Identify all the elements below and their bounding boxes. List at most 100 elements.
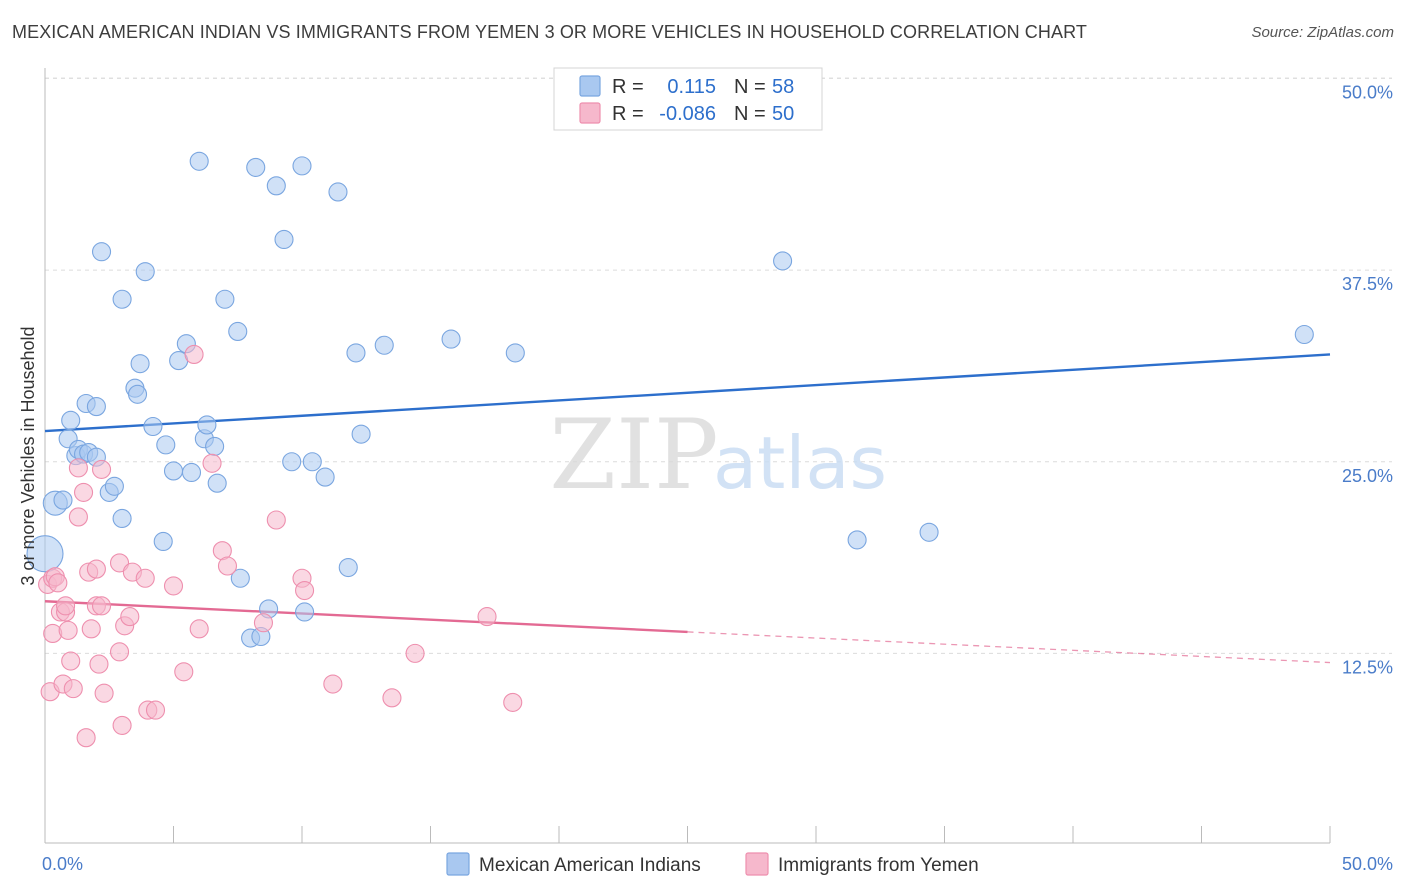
point-mexican-american-indians	[282, 452, 302, 472]
data-points	[26, 151, 1314, 748]
watermark-zip: ZIP	[549, 399, 718, 511]
y-tick-label: 12.5%	[1342, 657, 1393, 677]
source-label: Source: ZipAtlas.com	[1251, 24, 1394, 41]
point-mexican-american-indians	[112, 289, 132, 309]
point-mexican-american-indians	[163, 461, 184, 481]
point-immigrants-from-yemen	[477, 607, 497, 627]
y-tick-label: 50.0%	[1342, 83, 1393, 103]
point-mexican-american-indians	[266, 176, 286, 196]
point-immigrants-from-yemen	[253, 613, 274, 633]
point-mexican-american-indians	[130, 354, 150, 374]
axes-layer	[44, 68, 1331, 844]
chart-title: MEXICAN AMERICAN INDIAN VS IMMIGRANTS FR…	[12, 22, 1087, 42]
legend-swatch-blue	[579, 75, 601, 97]
point-immigrants-from-yemen	[184, 344, 204, 364]
point-immigrants-from-yemen	[48, 573, 68, 593]
y-tick-label: 25.0%	[1342, 466, 1393, 486]
point-mexican-american-indians	[847, 530, 867, 550]
point-immigrants-from-yemen	[76, 728, 96, 748]
point-immigrants-from-yemen	[503, 692, 523, 712]
point-immigrants-from-yemen	[94, 683, 114, 703]
legend-n-label: N =	[734, 76, 766, 98]
point-mexican-american-indians	[61, 410, 81, 430]
x-tick-label: 50.0%	[1342, 854, 1393, 874]
y-axis-title: 3 or more Vehicles in Household	[18, 326, 38, 585]
point-mexican-american-indians	[143, 416, 163, 437]
point-immigrants-from-yemen	[120, 607, 140, 627]
point-mexican-american-indians	[53, 490, 73, 510]
point-immigrants-from-yemen	[68, 507, 88, 527]
point-mexican-american-indians	[1294, 324, 1314, 345]
watermark-atlas: atlas	[713, 421, 887, 505]
point-mexican-american-indians	[374, 335, 394, 355]
point-mexican-american-indians	[135, 262, 155, 282]
legend-r-value-pink: -0.086	[659, 103, 716, 125]
point-mexican-american-indians	[181, 462, 202, 483]
legend-r-value-blue: 0.115	[667, 76, 716, 98]
trend-line-blue	[44, 353, 1331, 433]
point-mexican-american-indians	[127, 384, 148, 404]
bottom-legend-swatch-pink	[745, 852, 769, 876]
legend-n-value-blue: 58	[772, 76, 794, 98]
point-mexican-american-indians	[86, 397, 106, 417]
point-mexican-american-indians	[328, 182, 348, 202]
point-mexican-american-indians	[205, 436, 225, 456]
point-mexican-american-indians	[505, 343, 525, 363]
point-mexican-american-indians	[302, 452, 322, 472]
bottom-legend-swatch-blue	[446, 852, 470, 876]
point-immigrants-from-yemen	[174, 662, 194, 682]
point-mexican-american-indians	[295, 602, 315, 622]
point-immigrants-from-yemen	[295, 580, 315, 601]
point-immigrants-from-yemen	[163, 576, 184, 596]
point-immigrants-from-yemen	[58, 620, 78, 640]
point-mexican-american-indians	[441, 329, 461, 349]
point-mexican-american-indians	[246, 157, 266, 177]
y-tick-label: 37.5%	[1342, 274, 1393, 294]
point-mexican-american-indians	[189, 151, 209, 171]
point-immigrants-from-yemen	[382, 688, 402, 708]
point-immigrants-from-yemen	[405, 643, 425, 663]
point-mexican-american-indians	[228, 321, 248, 341]
point-mexican-american-indians	[773, 251, 793, 271]
bottom-legend-label-pink: Immigrants from Yemen	[778, 855, 979, 876]
x-tick-label: 0.0%	[42, 854, 83, 874]
trend-line-pink-extrapolated	[687, 631, 1331, 664]
point-immigrants-from-yemen	[189, 619, 209, 639]
point-immigrants-from-yemen	[323, 674, 343, 694]
point-mexican-american-indians	[26, 535, 64, 573]
point-immigrants-from-yemen	[61, 651, 81, 671]
trend-lines	[44, 353, 1331, 664]
point-immigrants-from-yemen	[91, 459, 112, 479]
point-mexican-american-indians	[153, 531, 173, 552]
point-mexican-american-indians	[156, 435, 176, 455]
point-immigrants-from-yemen	[74, 482, 94, 502]
point-immigrants-from-yemen	[109, 553, 130, 573]
legend-r-label: R =	[612, 76, 644, 98]
point-immigrants-from-yemen	[266, 510, 286, 530]
point-mexican-american-indians	[91, 242, 112, 262]
point-immigrants-from-yemen	[135, 568, 155, 588]
point-mexican-american-indians	[351, 424, 371, 444]
point-mexican-american-indians	[292, 156, 312, 176]
point-immigrants-from-yemen	[202, 453, 222, 473]
point-immigrants-from-yemen	[68, 458, 88, 478]
point-immigrants-from-yemen	[109, 642, 130, 662]
point-immigrants-from-yemen	[86, 559, 106, 579]
point-immigrants-from-yemen	[91, 596, 112, 616]
point-mexican-american-indians	[197, 415, 217, 435]
point-immigrants-from-yemen	[43, 623, 63, 643]
point-mexican-american-indians	[207, 473, 227, 493]
correlation-legend: R = 0.115 N = 58 R = -0.086 N = 50	[553, 67, 823, 131]
legend-r-label: R =	[612, 103, 644, 125]
legend-n-label: N =	[734, 103, 766, 125]
legend-n-value-pink: 50	[772, 103, 794, 125]
tick-labels: 12.5% 25.0% 37.5% 50.0% 0.0% 50.0%	[42, 83, 1393, 875]
point-immigrants-from-yemen	[217, 556, 238, 576]
point-mexican-american-indians	[230, 568, 250, 588]
legend-swatch-pink	[579, 102, 601, 124]
point-mexican-american-indians	[274, 229, 294, 250]
point-mexican-american-indians	[315, 467, 335, 487]
bottom-legend-label-blue: Mexican American Indians	[479, 855, 701, 876]
trend-line-pink	[44, 600, 688, 634]
